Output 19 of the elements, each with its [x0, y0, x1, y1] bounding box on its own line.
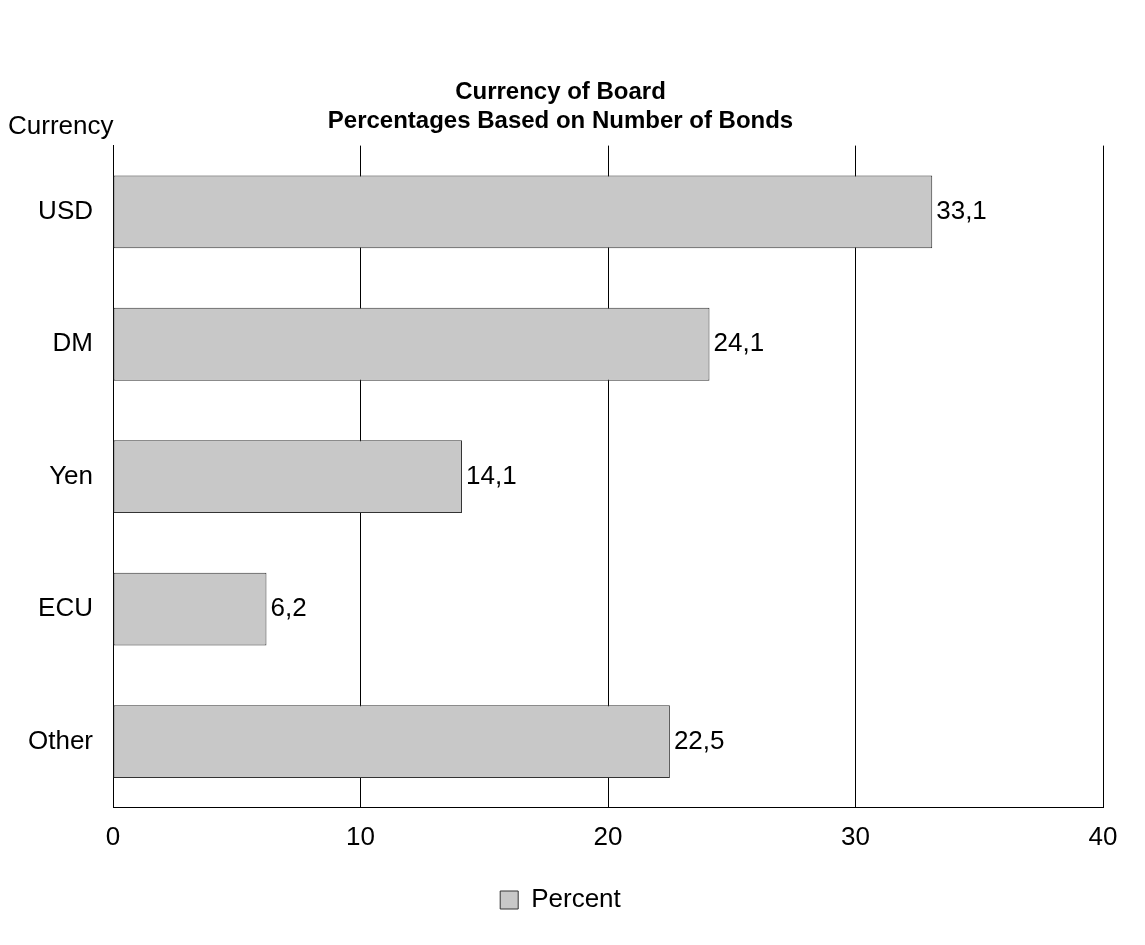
x-tick-label: 30 — [841, 820, 870, 851]
y-tick-label: DM — [52, 327, 94, 358]
text: Currency of Board — [455, 77, 666, 105]
text: Percentages Based on Number of Bonds — [327, 105, 794, 133]
x-tick-label: 40 — [1088, 820, 1118, 851]
data-label: 22,5 — [673, 724, 725, 755]
y-tick-label: Yen — [49, 459, 94, 490]
y-axis-title: Currency — [8, 109, 114, 140]
x-tick-label: 10 — [346, 820, 375, 851]
y-tick-label: ECU — [38, 592, 94, 623]
y-tick-label: Other — [27, 724, 94, 755]
legend-label: Percent — [531, 883, 622, 914]
data-label: 6,2 — [270, 592, 307, 623]
x-tick-label: 20 — [593, 820, 623, 851]
data-label: 14,1 — [465, 459, 517, 490]
x-tick-label: 0 — [105, 820, 121, 851]
y-tick-label: USD — [38, 194, 94, 225]
data-label: 33,1 — [936, 194, 987, 225]
data-label: 24,1 — [713, 327, 765, 358]
